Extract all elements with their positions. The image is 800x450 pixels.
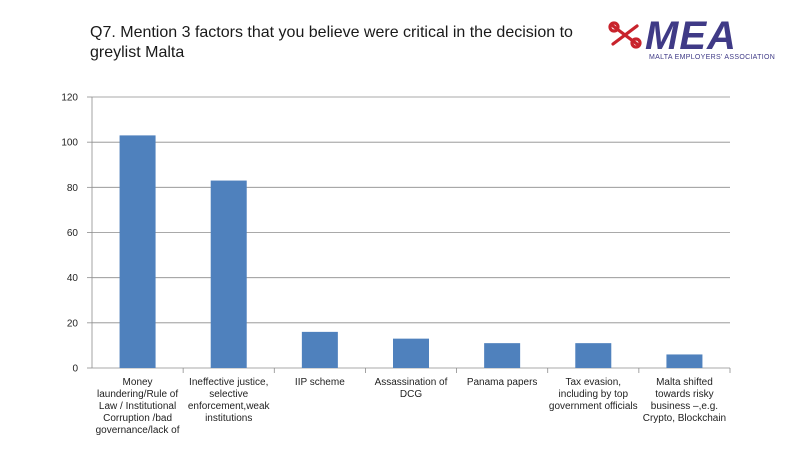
x-tick-label: Ineffective justice, selective enforceme… [187, 377, 270, 424]
x-tick-label: Malta shifted towards risky business –,e… [642, 377, 727, 424]
bar [210, 180, 247, 368]
y-tick-label: 100 [61, 138, 78, 149]
y-tick-label: 40 [67, 273, 79, 284]
y-tick-label: 0 [72, 364, 78, 375]
logo-wordmark: MEA [645, 14, 737, 58]
chart-title: Q7. Mention 3 factors that you believe w… [90, 24, 573, 61]
logo-mark-icon [608, 21, 642, 49]
y-tick-label: 80 [67, 183, 79, 194]
y-tick-label: 120 [61, 93, 78, 104]
y-tick-label: 60 [67, 228, 79, 239]
x-tick-label: Money laundering/Rule of Law / Instituti… [95, 377, 180, 436]
x-tick-label: IIP scheme [294, 377, 345, 388]
bar [301, 331, 338, 368]
bar [393, 338, 429, 368]
bar [119, 135, 156, 368]
x-tick-label: Tax evasion, including by top government… [548, 377, 638, 412]
bar [484, 343, 521, 368]
logo-subtitle: MALTA EMPLOYERS' ASSOCIATION [649, 54, 776, 61]
bar [666, 354, 703, 368]
bar [575, 343, 612, 368]
x-tick-label: Panama papers [466, 377, 538, 388]
y-tick-label: 20 [67, 318, 79, 329]
x-tick-label: Assassination of DCG [374, 377, 448, 400]
mea-logo: MEA MALTA EMPLOYERS' ASSOCIATION [605, 14, 785, 66]
